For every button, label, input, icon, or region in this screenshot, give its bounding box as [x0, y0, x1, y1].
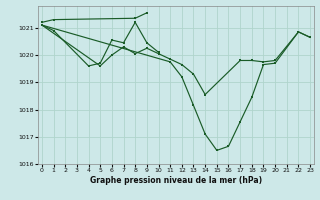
- X-axis label: Graphe pression niveau de la mer (hPa): Graphe pression niveau de la mer (hPa): [90, 176, 262, 185]
